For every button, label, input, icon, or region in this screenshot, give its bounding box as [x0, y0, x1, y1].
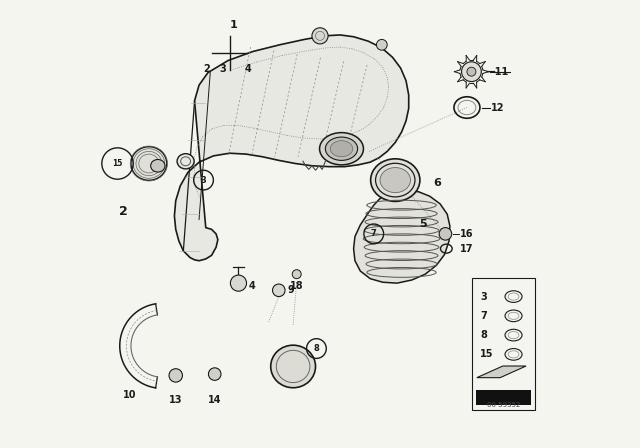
Text: 5: 5 — [419, 219, 427, 229]
Text: 16: 16 — [460, 229, 473, 239]
Text: 3: 3 — [219, 65, 226, 74]
Polygon shape — [477, 366, 526, 378]
Text: 00 59352: 00 59352 — [487, 402, 520, 408]
Text: 12: 12 — [491, 103, 504, 112]
FancyBboxPatch shape — [476, 390, 531, 405]
Ellipse shape — [271, 345, 316, 388]
Text: 8: 8 — [481, 330, 487, 340]
Ellipse shape — [150, 159, 165, 172]
Polygon shape — [174, 35, 409, 261]
Text: 7: 7 — [481, 311, 487, 321]
Text: 14: 14 — [208, 395, 221, 405]
Text: 2: 2 — [204, 65, 211, 74]
Text: 9: 9 — [288, 285, 294, 295]
Ellipse shape — [371, 159, 420, 202]
Circle shape — [439, 228, 452, 240]
Circle shape — [467, 67, 476, 76]
Text: 6: 6 — [433, 178, 442, 188]
Text: —11: —11 — [486, 67, 509, 77]
Circle shape — [292, 270, 301, 279]
Text: 3: 3 — [201, 176, 206, 185]
Text: 10: 10 — [123, 390, 136, 400]
Text: 8: 8 — [314, 344, 319, 353]
Polygon shape — [353, 190, 450, 283]
Text: 7: 7 — [371, 229, 376, 238]
FancyBboxPatch shape — [472, 278, 535, 410]
Circle shape — [461, 62, 481, 82]
Text: 17: 17 — [460, 244, 473, 254]
Text: 3: 3 — [481, 292, 487, 302]
Text: 1: 1 — [229, 20, 237, 30]
Text: 15: 15 — [481, 349, 494, 359]
Text: 18: 18 — [290, 281, 303, 291]
Text: 2: 2 — [118, 205, 127, 218]
Ellipse shape — [131, 147, 167, 180]
Circle shape — [312, 28, 328, 44]
Ellipse shape — [319, 133, 364, 165]
Text: 15: 15 — [112, 159, 123, 168]
Text: 4: 4 — [245, 65, 252, 74]
Text: 4: 4 — [248, 281, 255, 291]
Circle shape — [376, 39, 387, 50]
Text: 13: 13 — [169, 395, 182, 405]
Ellipse shape — [330, 141, 353, 157]
Circle shape — [209, 368, 221, 380]
Circle shape — [273, 284, 285, 297]
Circle shape — [230, 275, 246, 291]
Ellipse shape — [380, 168, 410, 193]
Ellipse shape — [325, 137, 358, 160]
Circle shape — [169, 369, 182, 382]
Ellipse shape — [177, 154, 194, 169]
